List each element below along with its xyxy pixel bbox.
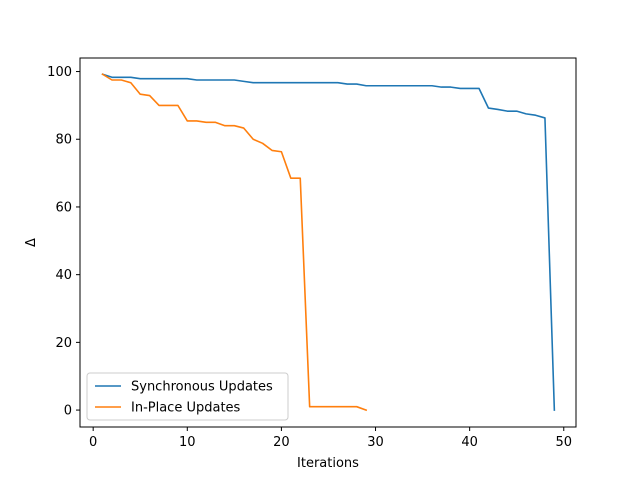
x-tick-label: 0 bbox=[89, 435, 97, 450]
axis-ticks: 0 10 20 30 40 50 0 20 40 60 80 100 bbox=[47, 65, 572, 450]
y-tick-label: 20 bbox=[55, 336, 72, 351]
x-tick-label: 50 bbox=[555, 435, 572, 450]
series-line-synchronous-updates bbox=[101, 73, 556, 411]
axes-frame bbox=[79, 57, 577, 428]
y-tick-label: 100 bbox=[47, 65, 72, 80]
legend-label: In-Place Updates bbox=[131, 401, 241, 416]
series-lines bbox=[101, 73, 556, 412]
x-tick-label: 20 bbox=[273, 435, 290, 450]
legend-label: Synchronous Updates bbox=[131, 380, 273, 395]
x-tick-label: 40 bbox=[461, 435, 478, 450]
series-line-in-place-updates bbox=[101, 73, 368, 412]
y-tick-label: 0 bbox=[64, 404, 72, 419]
y-axis-label: Δ bbox=[24, 238, 39, 247]
x-tick-label: 10 bbox=[179, 435, 196, 450]
y-tick-label: 80 bbox=[55, 133, 72, 148]
legend-box bbox=[86, 372, 289, 421]
y-tick-label: 60 bbox=[55, 200, 72, 215]
x-axis-label: Iterations bbox=[297, 456, 359, 471]
x-tick-label: 30 bbox=[367, 435, 384, 450]
y-tick-label: 40 bbox=[55, 268, 72, 283]
legend: Synchronous Updates In-Place Updates bbox=[86, 372, 289, 421]
